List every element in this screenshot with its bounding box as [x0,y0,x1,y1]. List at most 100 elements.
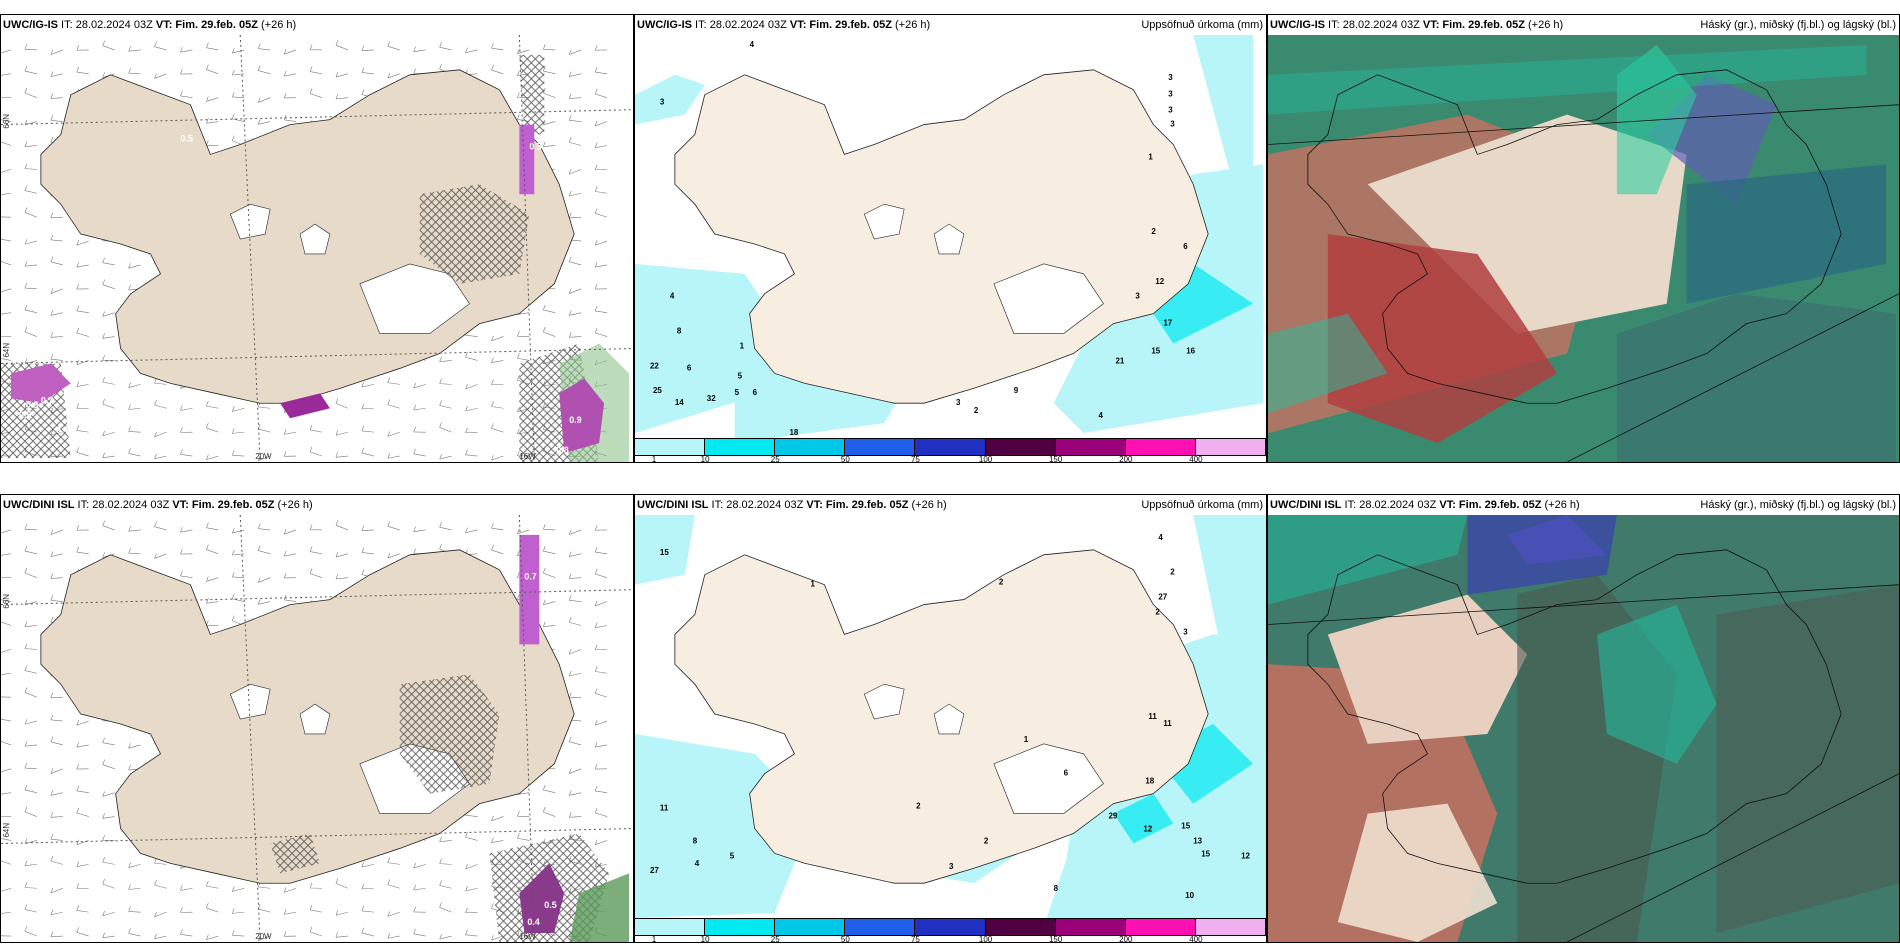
cloud-map[interactable] [1268,515,1899,942]
panel-top-right-clouds: UWC/IG-IS IT: 28.02.2024 03Z VT: Fim. 29… [1267,14,1900,463]
wind-barb [491,335,504,342]
wind-barb [206,118,219,124]
wind-barb [154,911,167,918]
value-label: 15 [1201,849,1210,858]
colorbar-swatch [915,919,986,935]
value-label: 14 [675,398,684,407]
wind-barb [594,305,608,313]
wind-barb [206,522,219,531]
value-label: 2 [999,578,1004,587]
wind-barb [76,262,89,268]
colorbar-swatch [845,919,916,935]
wind-barb [1,572,11,579]
wind-barb [594,546,608,555]
wind-barb [180,68,193,75]
wind-barb [231,406,245,412]
wind-barb [387,41,400,51]
wind-barb [568,736,582,746]
wind-barb [50,736,63,746]
wind-barb [1,331,11,337]
wind-barb [50,812,63,818]
wind-barb [102,279,115,290]
wind-map[interactable]: 66N 64N 20W 16W 0.7 0.5 0.4 [1,515,633,942]
colorbar-tick: 150 [1048,935,1063,943]
wind-barb [594,666,608,674]
wind-barb [24,65,37,75]
cloud-map[interactable] [1268,35,1899,462]
wind-barb [76,240,89,246]
colorbar-tick: 25 [770,455,780,463]
value-label: 0.7 [41,395,53,405]
wind-barb [50,714,63,722]
panel-header: UWC/IG-IS IT: 28.02.2024 03Z VT: Fim. 29… [1,15,633,35]
wind-barb [76,742,89,748]
wind-barb [257,43,271,51]
wind-barb [76,66,89,75]
lon-label-16w: 16W [519,452,536,461]
colorbar-tick: 50 [840,935,850,943]
panel-header: UWC/IG-IS IT: 28.02.2024 03Z VT: Fim. 29… [635,15,1266,35]
wind-barb [24,904,37,913]
wind-barb [594,120,608,127]
wind-barb [594,283,608,290]
wind-barb [24,719,37,725]
wind-barb [543,784,556,793]
colorbar-tick: 10 [700,455,710,463]
wind-barb [206,598,219,604]
value-label: 0.7 [524,572,536,582]
wind-barb [1,255,12,266]
value-label: 27 [650,866,659,875]
value-label: 15 [1181,821,1190,830]
precip-map[interactable]: 4 3 3 3 3 3 1 2 6 12 3 17 15 16 21 9 2 3… [635,35,1266,438]
wind-barb [568,332,582,338]
value-label: 9 [1014,386,1019,395]
wind-barb [387,399,400,409]
wind-barb [231,593,245,602]
wind-barb [361,547,374,555]
value-label: 11 [660,804,669,813]
wind-barb [465,47,478,53]
wind-barb [517,48,530,54]
value-label: 6 [1183,242,1188,251]
wind-barb [128,884,141,890]
wind-barb [465,907,478,914]
panel-bottom-mid-precip: UWC/DINI ISL IT: 28.02.2024 03Z VT: Fim.… [634,494,1267,943]
wind-map[interactable]: 66N 64N 20W 16W 0.5 0.5 0.5 0.5 0.4 0.5 … [1,35,633,462]
wind-barb [517,833,530,841]
wind-barb [102,857,115,865]
wind-barb [283,451,297,457]
value-label: 8 [677,327,682,336]
wind-barb [283,429,297,435]
wind-barb [102,910,115,917]
wind-barb [231,48,245,54]
colorbar-swatch [1055,439,1126,455]
wind-barb [231,930,245,937]
wind-barb [594,644,608,650]
value-label: 22 [650,361,659,370]
wind-barb [387,552,400,559]
wind-barb [309,546,323,555]
value-label: 4 [695,859,700,868]
wind-barb [491,357,504,364]
wind-barb [413,906,426,913]
wind-barb [24,643,37,650]
wind-barb [1,528,12,534]
wind-barb [231,428,245,434]
wind-barb [24,239,37,245]
wind-barb [50,573,63,579]
value-label: 2 [916,802,921,811]
wind-barb [24,524,37,531]
colorbar-tick: 200 [1119,455,1133,463]
wind-barb [491,815,504,822]
value-label: 15 [660,548,669,557]
wind-barb [491,837,504,844]
wind-barb [543,44,556,51]
panel-title: Uppsöfnuð úrkoma (mm) [1141,499,1263,511]
value-label: 15 [1151,346,1160,355]
wind-barb [594,66,608,75]
precip-map[interactable]: 15 4 1 2 2 27 2 3 11 11 1 6 18 29 12 15 … [635,515,1266,918]
wind-barb [594,600,608,607]
wind-barb [568,71,582,77]
wind-barb [283,92,297,99]
wind-barb [335,93,348,100]
